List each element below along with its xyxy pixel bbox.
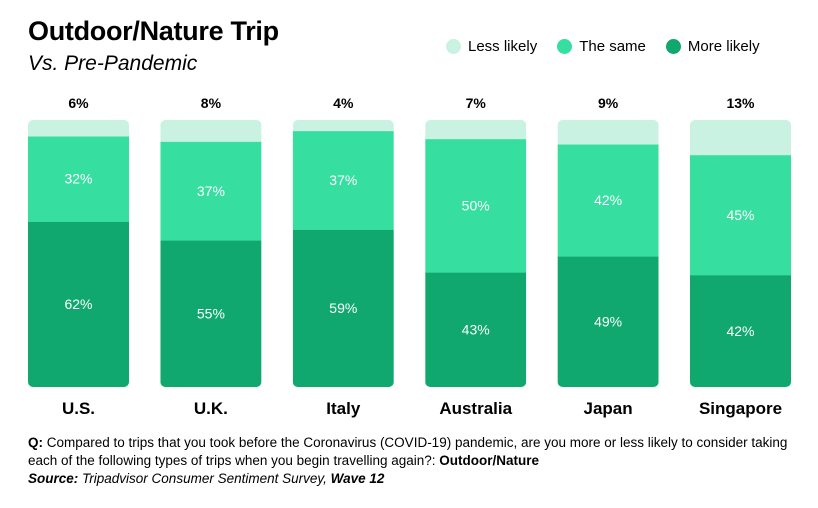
data-label-u-k-less-likely: 8%: [201, 95, 222, 111]
legend-label-less-likely: Less likely: [468, 38, 538, 55]
bar-segment-singapore-the-same: [690, 154, 791, 276]
source-line: Source: Tripadvisor Consumer Sentiment S…: [28, 470, 798, 488]
data-label-u-k-the-same: 37%: [197, 183, 225, 199]
bar-segment-singapore-less-likely: [690, 120, 791, 156]
legend-swatch-the-same: [557, 39, 573, 54]
data-label-singapore-less-likely: 13%: [726, 95, 755, 111]
survey-question: Q: Compared to trips that you took befor…: [28, 434, 798, 470]
bar-segment-australia-less-likely: [425, 120, 527, 140]
bar-segment-australia-more-likely: [425, 272, 527, 387]
data-label-australia-more-likely: 43%: [462, 322, 490, 338]
data-label-australia-the-same: 50%: [462, 197, 490, 213]
data-label-australia-less-likely: 7%: [466, 95, 487, 111]
legend-swatch-more-likely: [665, 39, 681, 54]
question-label: Q:: [28, 435, 43, 450]
stacked-bar-chart: 62% 32% 6% U.S. 55% 37% 8% U.K. 59% 37% 4% Italy 43%…: [28, 95, 791, 418]
category-label-singapore: Singapore: [699, 399, 782, 418]
data-label-u-s-more-likely: 62%: [64, 296, 92, 312]
data-label-u-s-the-same: 32%: [64, 171, 92, 187]
chart-title: Outdoor/Nature Trip: [28, 16, 279, 46]
bar-segment-japan-the-same: [557, 144, 659, 257]
bar-group-u-s: 62% 32% 6% U.S.: [28, 95, 129, 418]
legend-item-less-likely: Less likely: [446, 38, 537, 55]
data-label-u-k-more-likely: 55%: [197, 306, 225, 322]
data-label-italy-more-likely: 59%: [329, 300, 357, 316]
bar-segment-italy-the-same: [292, 130, 394, 230]
question-text: Compared to trips that you took before t…: [28, 435, 788, 468]
category-label-australia: Australia: [439, 399, 512, 418]
legend-label-more-likely: More likely: [687, 38, 760, 55]
data-label-japan-more-likely: 49%: [594, 314, 622, 330]
bar-group-u-k: 55% 37% 8% U.K.: [160, 95, 262, 418]
source-text: Tripadvisor Consumer Sentiment Survey,: [82, 471, 327, 486]
category-label-japan: Japan: [584, 399, 633, 418]
legend-swatch-less-likely: [446, 39, 461, 54]
bar-segment-italy-more-likely: [292, 229, 394, 387]
data-label-japan-the-same: 42%: [594, 192, 622, 208]
category-label-u-k: U.K.: [194, 399, 228, 418]
data-label-u-s-less-likely: 6%: [68, 95, 89, 111]
category-label-u-s: U.S.: [62, 399, 95, 418]
bar-group-italy: 59% 37% 4% Italy: [292, 95, 394, 418]
legend-label-the-same: The same: [579, 38, 646, 55]
bar-group-japan: 49% 42% 9% Japan: [557, 95, 659, 418]
bar-segment-australia-the-same: [425, 138, 527, 273]
data-label-italy-the-same: 37%: [329, 172, 357, 188]
bar-segment-u-k-the-same: [160, 141, 262, 241]
bar-segment-u-k-more-likely: [160, 240, 262, 387]
bar-segment-u-s-less-likely: [28, 120, 129, 137]
bar-segment-u-s-the-same: [28, 136, 129, 222]
data-label-singapore-the-same: 45%: [726, 207, 754, 223]
bar-segment-japan-less-likely: [557, 120, 659, 145]
footnote: Q: Compared to trips that you took befor…: [28, 434, 798, 488]
data-label-italy-less-likely: 4%: [333, 95, 354, 111]
bar-segment-u-s-more-likely: [28, 221, 129, 387]
legend-item-the-same: The same: [557, 38, 646, 55]
source-wave: Wave 12: [330, 471, 385, 486]
legend: Less likely The same More likely: [446, 38, 760, 55]
bar-group-australia: 43% 50% 7% Australia: [425, 95, 527, 418]
bar-group-singapore: 42% 45% 13% Singapore: [690, 95, 791, 418]
bar-segment-italy-less-likely: [292, 120, 394, 132]
bar-segment-singapore-more-likely: [690, 274, 791, 387]
legend-item-more-likely: More likely: [665, 38, 760, 55]
chart-subtitle: Vs. Pre-Pandemic: [28, 52, 198, 75]
data-label-singapore-more-likely: 42%: [726, 323, 754, 339]
question-topic: Outdoor/Nature: [439, 453, 540, 468]
data-label-japan-less-likely: 9%: [598, 95, 619, 111]
source-label: Source:: [28, 471, 79, 486]
bar-segment-u-k-less-likely: [160, 120, 262, 142]
bar-segment-japan-more-likely: [557, 256, 659, 387]
category-label-italy: Italy: [326, 399, 361, 418]
